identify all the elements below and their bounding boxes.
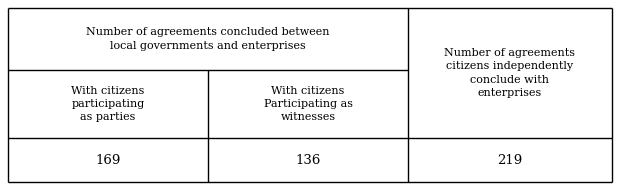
- Text: With citizens
participating
as parties: With citizens participating as parties: [71, 86, 144, 122]
- Text: With citizens
Participating as
witnesses: With citizens Participating as witnesses: [264, 86, 353, 122]
- Text: 219: 219: [497, 154, 523, 166]
- Text: Number of agreements
citizens independently
conclude with
enterprises: Number of agreements citizens independen…: [445, 48, 575, 98]
- Text: Number of agreements concluded between
local governments and enterprises: Number of agreements concluded between l…: [86, 27, 330, 51]
- Text: 136: 136: [295, 154, 321, 166]
- Text: 169: 169: [95, 154, 121, 166]
